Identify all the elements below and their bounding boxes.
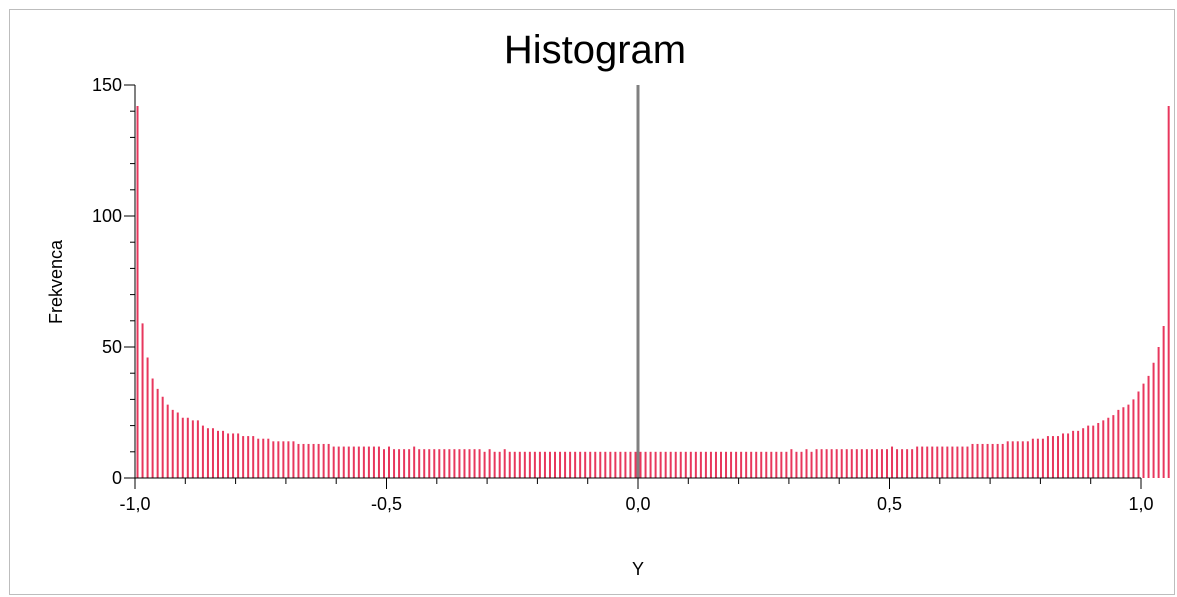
x-axis-label: Y: [632, 559, 644, 579]
x-tick-label: 0,5: [877, 494, 902, 514]
y-tick-label: 150: [92, 75, 122, 95]
x-tick-label: 1,0: [1128, 494, 1153, 514]
x-tick-label: -1,0: [119, 494, 150, 514]
chart-title: Histogram: [504, 28, 686, 72]
chart-frame: [9, 9, 1175, 595]
x-tick-label: -0,5: [371, 494, 402, 514]
axes: 0 50 100 150 -1,0 -0,5 0,0 0,5 1,0: [92, 75, 1154, 514]
y-tick-label: 50: [102, 337, 122, 357]
x-tick-label: 0,0: [625, 494, 650, 514]
y-tick-label: 100: [92, 206, 122, 226]
y-axis-label: Frekvenca: [46, 239, 66, 324]
histogram-bars: [136, 105, 1170, 478]
y-tick-label: 0: [112, 468, 122, 488]
